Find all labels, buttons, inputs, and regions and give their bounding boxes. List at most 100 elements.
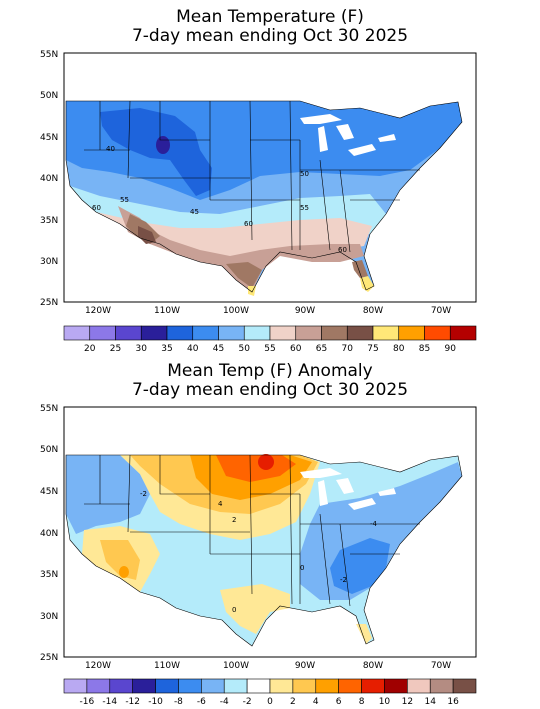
colorbar-swatch — [449, 325, 477, 341]
colorbar-swatch — [398, 325, 425, 341]
panel1-band-70 — [126, 214, 262, 288]
panel2-contour-label: -4 — [370, 520, 378, 528]
panel1-title-line2: 7-day mean ending Oct 30 2025 — [131, 26, 409, 46]
panel1-band-30 — [156, 136, 170, 154]
panel1-shading — [66, 101, 462, 296]
colorbar-swatch — [243, 325, 271, 341]
panel2-contour-label: 0 — [232, 606, 236, 614]
panel2-contour-labels: -2 4 2 -4 0 -2 0 — [140, 490, 378, 614]
colorbar-swatch — [166, 325, 194, 341]
panel2-shading — [66, 454, 462, 646]
colorbar-label: 65 — [316, 344, 327, 354]
colorbar-label: -4 — [220, 697, 229, 707]
panel2-lat-label: 45N — [40, 487, 58, 497]
colorbar-label: 12 — [402, 697, 413, 707]
colorbar-swatch — [384, 678, 408, 694]
panel1-colorbar: 20 25 30 35 40 45 50 55 60 65 70 75 80 85 90 — [63, 325, 477, 354]
panel1-lon-label: 120W — [85, 306, 111, 316]
panel1-contour-label: 40 — [106, 145, 115, 153]
colorbar-swatch — [223, 678, 248, 694]
panel1-contour-label: 60 — [338, 246, 347, 254]
colorbar-label: -6 — [197, 697, 206, 707]
colorbar-label: 2 — [290, 697, 296, 707]
colorbar-swatch — [109, 678, 133, 694]
panel1-map-frame — [63, 52, 477, 303]
panel1-contour-label: 45 — [190, 208, 199, 216]
panel2-lat-label: 25N — [40, 653, 58, 663]
colorbar-swatch — [201, 678, 225, 694]
colorbar-label: 8 — [359, 697, 365, 707]
panel2-contour-label: -2 — [140, 490, 147, 498]
colorbar-label: 30 — [136, 344, 148, 354]
panel2-warm-10 — [258, 454, 274, 470]
colorbar-label: 85 — [419, 344, 430, 354]
colorbar-label: 50 — [239, 344, 251, 354]
colorbar-swatch — [246, 678, 271, 694]
colorbar-label: 80 — [393, 344, 405, 354]
panel1-lon-label: 90W — [295, 306, 315, 316]
colorbar-label: -12 — [125, 697, 140, 707]
panel1-map: 40 50 60 55 45 60 55 60 55N 50N 45N 40N … — [40, 50, 477, 354]
colorbar-label: 20 — [84, 344, 96, 354]
colorbar-label: 40 — [187, 344, 199, 354]
colorbar-swatch — [372, 325, 400, 341]
colorbar-swatch — [63, 325, 91, 341]
colorbar-swatch — [315, 678, 339, 694]
panel1-contour-label: 60 — [244, 220, 253, 228]
panel1-contour-label: 60 — [92, 204, 101, 212]
colorbar-swatch — [452, 678, 477, 694]
panel1-lat-label: 35N — [40, 216, 58, 226]
panel2-lon-label: 110W — [154, 661, 180, 671]
panel1-lat-labels: 55N 50N 45N 40N 35N 30N 25N — [40, 50, 58, 308]
panel1-great-lakes — [300, 114, 396, 156]
colorbar-swatch — [321, 325, 348, 341]
panel2-west-cold — [66, 455, 150, 534]
colorbar-swatch — [361, 678, 385, 694]
colorbar-label: -16 — [80, 697, 95, 707]
colorbar-label: 14 — [424, 697, 436, 707]
panel1-lat-label: 50N — [40, 91, 58, 101]
colorbar-label: 0 — [267, 697, 273, 707]
colorbar-swatch — [86, 678, 111, 694]
colorbar-swatch — [89, 325, 116, 341]
panel2-lon-label: 90W — [295, 661, 315, 671]
panel1-state-borders — [65, 100, 463, 293]
panel2-lat-label: 55N — [40, 404, 58, 414]
panel2-lon-label: 70W — [431, 661, 451, 671]
panel2-contour-label: 0 — [300, 564, 304, 572]
colorbar-swatch — [407, 678, 431, 694]
panel1-contour-labels: 40 50 60 55 45 60 55 60 — [92, 145, 347, 254]
colorbar-label: 90 — [445, 344, 457, 354]
colorbar-swatch — [63, 678, 88, 694]
panel1-florida-70 — [352, 260, 368, 278]
panel2-lat-label: 35N — [40, 570, 58, 580]
colorbar-swatch — [424, 325, 451, 341]
colorbar-label: -8 — [174, 697, 183, 707]
colorbar-swatch — [132, 678, 156, 694]
colorbar-label: 10 — [379, 697, 391, 707]
panel2-lat-label: 50N — [40, 445, 58, 455]
panel2-lon-label: 120W — [85, 661, 111, 671]
panel2-texas-warm — [220, 584, 290, 634]
panel2-contour-label: -2 — [340, 576, 347, 584]
colorbar-swatch — [269, 678, 294, 694]
colorbar-swatch — [192, 325, 219, 341]
colorbar-label: 25 — [110, 344, 121, 354]
panel1-title-line1: Mean Temperature (F) — [176, 7, 364, 27]
colorbar-label: 75 — [367, 344, 378, 354]
colorbar-label: 70 — [342, 344, 354, 354]
colorbar-label: 45 — [213, 344, 224, 354]
panel1-lon-label: 70W — [431, 306, 451, 316]
panel2-map-frame — [63, 406, 477, 658]
panel2-lat-label: 30N — [40, 612, 58, 622]
panel1-lat-label: 55N — [40, 50, 58, 60]
panel2-title-line1: Mean Temp (F) Anomaly — [167, 361, 373, 381]
colorbar-label: 55 — [264, 344, 275, 354]
panel1-lon-label: 100W — [223, 306, 249, 316]
colorbar-label: 6 — [336, 697, 342, 707]
panel1-lon-labels: 120W 110W 100W 90W 80W 70W — [85, 306, 451, 316]
panel2-lon-label: 80W — [363, 661, 383, 671]
panel2-florida-warm — [356, 624, 372, 644]
colorbar-swatch — [218, 325, 245, 341]
panel1-contour-label: 55 — [120, 196, 129, 204]
